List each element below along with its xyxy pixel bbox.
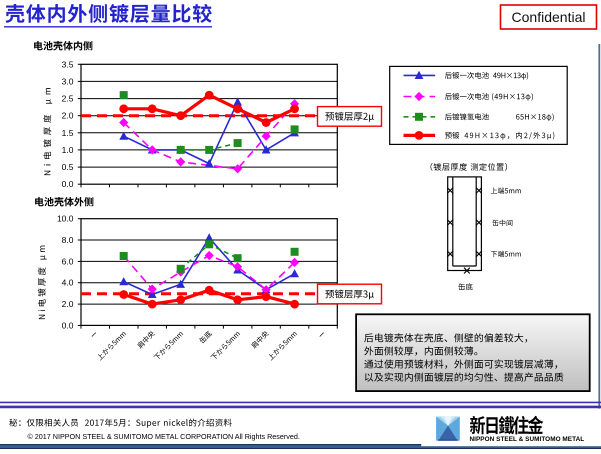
svg-text:0.0: 0.0: [62, 179, 74, 189]
svg-text:1.0: 1.0: [62, 145, 74, 155]
svg-text:2.0: 2.0: [62, 111, 74, 121]
svg-text:© 2017 NIPPON STEEL & SUMITOMO: © 2017 NIPPON STEEL & SUMITOMO METAL COR…: [28, 432, 300, 441]
svg-text:3.0: 3.0: [62, 76, 74, 86]
svg-text:0.0: 0.0: [62, 320, 74, 330]
svg-text:6.0: 6.0: [62, 256, 74, 266]
svg-text:Confidential: Confidential: [512, 9, 586, 25]
svg-text:4.0: 4.0: [62, 278, 74, 288]
svg-text:2.5: 2.5: [62, 94, 74, 104]
svg-text:3.5: 3.5: [62, 59, 74, 69]
svg-text:NIPPON STEEL & SUMITOMO METAL: NIPPON STEEL & SUMITOMO METAL: [470, 436, 585, 443]
svg-text:0.5: 0.5: [62, 162, 74, 172]
svg-text:2.0: 2.0: [62, 299, 74, 309]
svg-text:8.0: 8.0: [62, 235, 74, 245]
svg-text:1.5: 1.5: [62, 128, 74, 138]
svg-text:10.0: 10.0: [57, 214, 74, 224]
